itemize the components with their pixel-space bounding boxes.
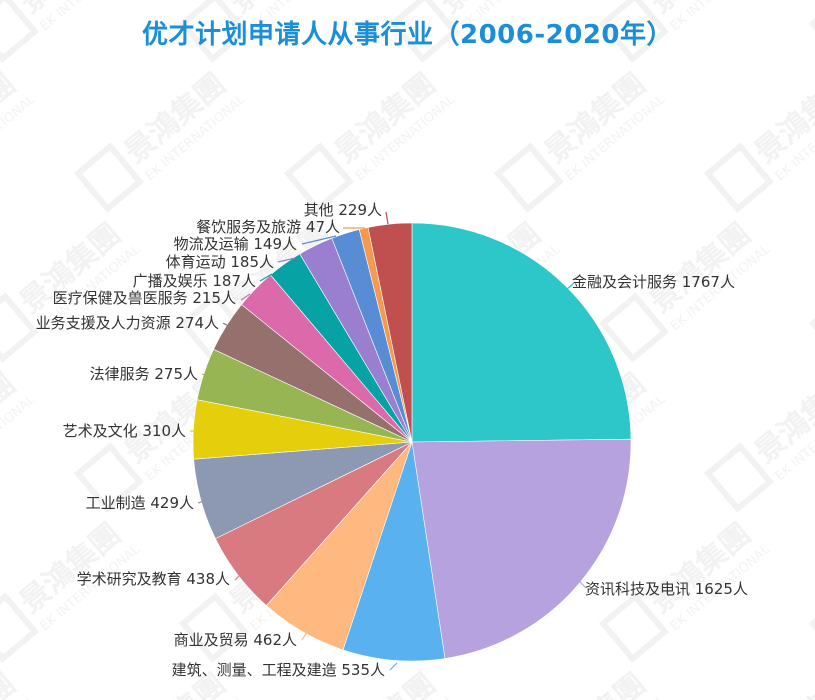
slice-label: 资讯科技及电讯 1625人 — [585, 580, 748, 598]
pie-slice-0[interactable] — [411, 222, 632, 443]
leader-line — [389, 662, 398, 671]
leader-line — [240, 293, 251, 301]
label-leader-lines — [190, 211, 587, 671]
slice-label: 其他 229人 — [304, 201, 382, 219]
leader-line — [201, 373, 211, 378]
leader-line — [222, 322, 231, 328]
leader-line — [301, 235, 337, 245]
slice-label: 体育运动 185人 — [166, 253, 274, 271]
slice-label: 物流及运输 149人 — [174, 235, 297, 253]
slice-label: 广播及娱乐 187人 — [133, 272, 256, 290]
leader-line — [301, 631, 308, 641]
pie-slice-1[interactable] — [411, 438, 632, 659]
slice-label: 业务支援及人力资源 274人 — [36, 314, 219, 332]
leader-line — [277, 257, 296, 263]
slice-label: 建筑、测量、工程及建造 535人 — [172, 661, 385, 679]
leader-line — [197, 499, 208, 504]
leader-line — [259, 273, 273, 282]
pie-slice-2[interactable] — [342, 441, 446, 662]
leader-line — [577, 579, 587, 589]
pie-slices — [192, 222, 632, 662]
slice-label: 餐饮服务及旅游 47人 — [196, 218, 340, 236]
chart-title: 优才计划申请人从事行业（2006-2020年） — [141, 20, 674, 50]
slice-label: 法律服务 275人 — [90, 365, 198, 383]
leader-line — [565, 281, 576, 291]
slice-label: 艺术及文化 310人 — [63, 422, 186, 440]
slice-label: 商业及贸易 462人 — [174, 631, 297, 649]
slice-label: 工业制造 429人 — [86, 494, 194, 512]
slice-label: 金融及会计服务 1767人 — [572, 273, 735, 291]
slice-label: 学术研究及教育 438人 — [77, 570, 230, 588]
slice-label: 医疗保健及兽医服务 215人 — [53, 289, 236, 307]
pie-slice-14[interactable] — [367, 222, 413, 443]
leader-line — [385, 211, 389, 225]
leader-line — [234, 574, 241, 581]
